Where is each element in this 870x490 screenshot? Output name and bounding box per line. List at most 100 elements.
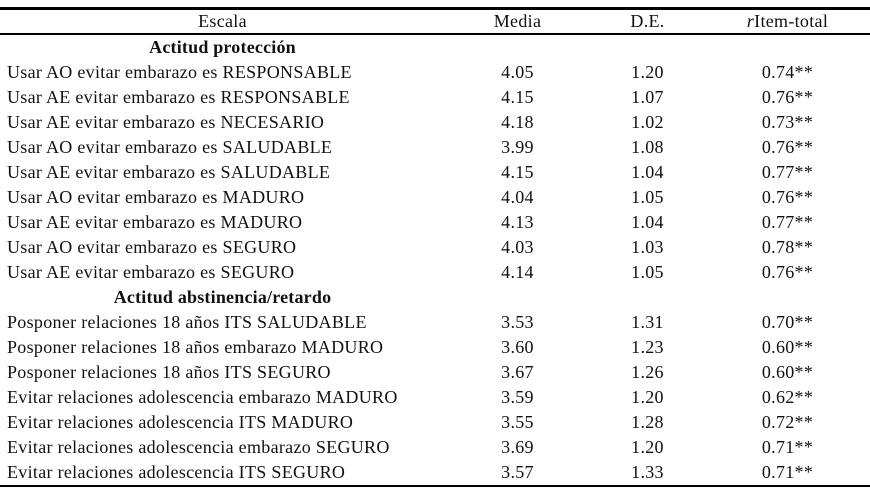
de-cell: 1.33: [631, 462, 664, 482]
table-row: Usar AE evitar embarazo es RESPONSABLE 4…: [0, 85, 870, 110]
header-row: Escala Media D.E. rItem-total: [0, 8, 870, 35]
ritem-total-cell: 0.60**: [761, 362, 814, 382]
media-cell: 4.15: [501, 162, 534, 182]
ritem-rest: Item-total: [754, 11, 829, 31]
media-cell: 3.60: [501, 337, 534, 357]
de-cell: 1.20: [631, 62, 664, 82]
media-cell: 4.15: [501, 87, 534, 107]
table-row: Posponer relaciones 18 años ITS SALUDABL…: [0, 310, 870, 335]
escala-cell: Usar AO evitar embarazo es RESPONSABLE: [7, 62, 352, 82]
de-cell: 1.31: [631, 312, 664, 332]
escala-cell: Posponer relaciones 18 años ITS SEGURO: [7, 362, 331, 382]
empty-cell: [705, 285, 870, 310]
table-row: Usar AE evitar embarazo es NECESARIO 4.1…: [0, 110, 870, 135]
table-row: Usar AO evitar embarazo es SALUDABLE 3.9…: [0, 135, 870, 160]
ritem-total-cell: 0.77**: [761, 212, 814, 232]
column-header-media: Media: [445, 8, 590, 35]
scale-statistics-table: Escala Media D.E. rItem-total Actitud pr…: [0, 7, 870, 487]
column-header-ritem-total: rItem-total: [705, 8, 870, 35]
ritem-italic-r: r: [746, 11, 755, 31]
escala-cell: Usar AE evitar embarazo es NECESARIO: [7, 112, 325, 132]
table-row: Posponer relaciones 18 años ITS SEGURO 3…: [0, 360, 870, 385]
table-row: Usar AE evitar embarazo es SEGURO 4.14 1…: [0, 260, 870, 285]
ritem-total-cell: 0.70**: [761, 312, 814, 332]
escala-cell: Evitar relaciones adolescencia ITS SEGUR…: [7, 462, 346, 482]
escala-cell: Usar AE evitar embarazo es MADURO: [7, 212, 303, 232]
ritem-total-cell: 0.60**: [761, 337, 814, 357]
escala-cell: Evitar relaciones adolescencia embarazo …: [7, 387, 398, 407]
table-row: Usar AO evitar embarazo es SEGURO 4.03 1…: [0, 235, 870, 260]
de-cell: 1.26: [631, 362, 664, 382]
escala-cell: Usar AO evitar embarazo es MADURO: [7, 187, 305, 207]
de-cell: 1.20: [631, 387, 664, 407]
section-header-row: Actitud abstinencia/retardo: [0, 285, 870, 310]
escala-cell: Usar AO evitar embarazo es SALUDABLE: [7, 137, 333, 157]
ritem-total-cell: 0.78**: [761, 237, 814, 257]
ritem-total-cell: 0.62**: [761, 387, 814, 407]
escala-cell: Posponer relaciones 18 años ITS SALUDABL…: [7, 312, 367, 332]
de-cell: 1.05: [631, 187, 664, 207]
media-cell: 4.14: [501, 262, 534, 282]
escala-cell: Usar AE evitar embarazo es RESPONSABLE: [7, 87, 350, 107]
de-cell: 1.08: [631, 137, 664, 157]
de-cell: 1.28: [631, 412, 664, 432]
ritem-total-cell: 0.76**: [761, 137, 814, 157]
ritem-total-cell: 0.72**: [761, 412, 814, 432]
ritem-total-cell: 0.73**: [761, 112, 814, 132]
table-row: Usar AE evitar embarazo es MADURO 4.13 1…: [0, 210, 870, 235]
media-cell: 4.18: [501, 112, 534, 132]
column-header-escala: Escala: [0, 8, 445, 35]
escala-cell: Usar AO evitar embarazo es SEGURO: [7, 237, 297, 257]
de-cell: 1.23: [631, 337, 664, 357]
media-cell: 4.05: [501, 62, 534, 82]
escala-cell: Posponer relaciones 18 años embarazo MAD…: [7, 337, 384, 357]
de-cell: 1.04: [631, 162, 664, 182]
table-header: Escala Media D.E. rItem-total: [0, 8, 870, 35]
table-row: Usar AO evitar embarazo es MADURO 4.04 1…: [0, 185, 870, 210]
table-body: Actitud protección Usar AO evitar embara…: [0, 34, 870, 486]
de-cell: 1.02: [631, 112, 664, 132]
table-row: Posponer relaciones 18 años embarazo MAD…: [0, 335, 870, 360]
ritem-total-cell: 0.71**: [761, 462, 814, 482]
section-title: Actitud protección: [149, 37, 296, 57]
media-cell: 3.55: [501, 412, 534, 432]
empty-cell: [590, 285, 705, 310]
ritem-total-cell: 0.71**: [761, 437, 814, 457]
empty-cell: [705, 34, 870, 60]
section-header-row: Actitud protección: [0, 34, 870, 60]
media-cell: 3.53: [501, 312, 534, 332]
de-cell: 1.03: [631, 237, 664, 257]
media-cell: 4.13: [501, 212, 534, 232]
table-row: Evitar relaciones adolescencia embarazo …: [0, 435, 870, 460]
empty-cell: [445, 285, 590, 310]
ritem-total-cell: 0.77**: [761, 162, 814, 182]
media-cell: 4.03: [501, 237, 534, 257]
section-title: Actitud abstinencia/retardo: [113, 287, 332, 307]
de-cell: 1.04: [631, 212, 664, 232]
table-row: Evitar relaciones adolescencia ITS SEGUR…: [0, 460, 870, 486]
ritem-total-cell: 0.76**: [761, 262, 814, 282]
ritem-total-cell: 0.74**: [761, 62, 814, 82]
ritem-total-cell: 0.76**: [761, 187, 814, 207]
media-cell: 3.59: [501, 387, 534, 407]
de-cell: 1.07: [631, 87, 664, 107]
escala-cell: Usar AE evitar embarazo es SALUDABLE: [7, 162, 331, 182]
de-cell: 1.05: [631, 262, 664, 282]
media-cell: 3.69: [501, 437, 534, 457]
de-cell: 1.20: [631, 437, 664, 457]
table-row: Usar AO evitar embarazo es RESPONSABLE 4…: [0, 60, 870, 85]
escala-cell: Usar AE evitar embarazo es SEGURO: [7, 262, 295, 282]
media-cell: 4.04: [501, 187, 534, 207]
table-row: Evitar relaciones adolescencia ITS MADUR…: [0, 410, 870, 435]
empty-cell: [445, 34, 590, 60]
escala-cell: Evitar relaciones adolescencia embarazo …: [7, 437, 390, 457]
table-row: Usar AE evitar embarazo es SALUDABLE 4.1…: [0, 160, 870, 185]
media-cell: 3.57: [501, 462, 534, 482]
escala-cell: Evitar relaciones adolescencia ITS MADUR…: [7, 412, 354, 432]
media-cell: 3.99: [501, 137, 534, 157]
ritem-total-cell: 0.76**: [761, 87, 814, 107]
table-row: Evitar relaciones adolescencia embarazo …: [0, 385, 870, 410]
column-header-de: D.E.: [590, 8, 705, 35]
empty-cell: [590, 34, 705, 60]
